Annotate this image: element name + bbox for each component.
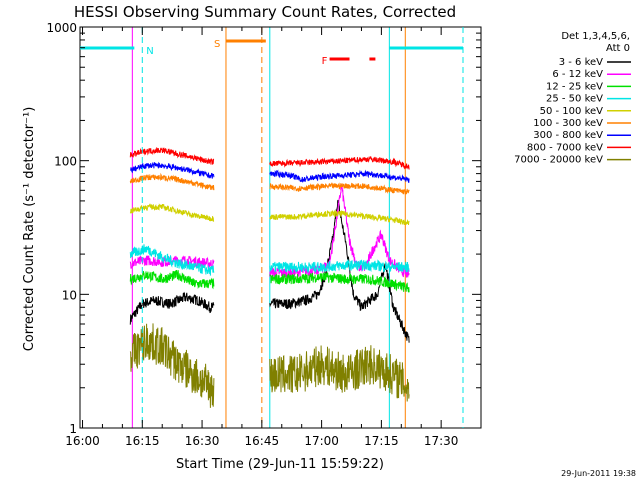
flag-label-f: F <box>322 56 328 67</box>
axes: 16:00 16:15 16:30 16:45 17:00 17:15 17:30 1 10 10… <box>46 21 481 448</box>
series-line <box>129 255 215 270</box>
x-axis-label: Start Time (29-Jun-11 15:59:22) <box>176 457 384 472</box>
x-tick-label: 17:00 <box>304 434 339 448</box>
plot-frame <box>79 26 482 429</box>
series-7 <box>129 146 410 170</box>
x-tick-label: 16:45 <box>245 434 280 448</box>
series-0 <box>129 199 410 343</box>
series-line <box>129 203 215 222</box>
series-line <box>269 182 410 195</box>
series-line <box>269 199 410 343</box>
series-line <box>129 244 215 276</box>
series-line <box>269 169 410 183</box>
y-axis-label: Corrected Count Rate (s⁻¹ detector⁻¹) <box>22 107 37 352</box>
series-line <box>269 345 410 402</box>
legend-entry-label: 800 - 7000 keV <box>527 142 603 153</box>
series-line <box>129 172 215 191</box>
legend-title: Att 0 <box>606 43 630 54</box>
legend-entry-label: 12 - 25 keV <box>546 81 603 92</box>
y-tick-label: 10 <box>62 288 77 302</box>
x-tick-label: 16:15 <box>125 434 160 448</box>
y-tick-label: 100 <box>54 155 77 169</box>
series-line <box>129 291 215 325</box>
legend-entry-label: 7000 - 20000 keV <box>514 155 603 166</box>
legend-entry-label: 300 - 800 keV <box>533 130 603 141</box>
legend-entry-label: 100 - 300 keV <box>533 118 603 129</box>
series-line <box>269 258 410 274</box>
series-6 <box>130 161 410 183</box>
legend-entry-label: 6 - 12 keV <box>552 69 603 80</box>
legend-entry-label: 25 - 50 keV <box>546 94 603 105</box>
legend-entry-label: 50 - 100 keV <box>540 106 604 117</box>
series-line <box>130 161 215 179</box>
x-tick-label: 16:00 <box>65 434 100 448</box>
x-tick-label: 17:15 <box>364 434 399 448</box>
series-line <box>269 156 410 170</box>
series-line <box>269 209 410 226</box>
flag-label-s: S <box>214 39 220 50</box>
y-tick-label: 1000 <box>46 21 77 35</box>
series-4 <box>129 203 410 226</box>
flag-label-n: N <box>146 46 153 57</box>
chart-title: HESSI Observing Summary Count Rates, Cor… <box>74 3 456 21</box>
series-line <box>129 323 215 408</box>
series-8 <box>129 323 410 408</box>
series-line <box>129 270 215 290</box>
series-2 <box>129 270 410 293</box>
flag-layer: N S F <box>80 27 464 428</box>
series-line <box>269 272 410 293</box>
x-tick-label: 16:30 <box>185 434 220 448</box>
series-3 <box>129 244 410 276</box>
x-tick-label: 17:30 <box>424 434 459 448</box>
y-tick-label: 1 <box>69 422 77 436</box>
plot-area <box>129 27 410 428</box>
series-5 <box>129 172 410 195</box>
legend-entry-label: 3 - 6 keV <box>559 57 603 68</box>
series-line <box>129 146 215 165</box>
legend-title: Det 1,3,4,5,6, <box>561 31 630 42</box>
timestamp: 29-Jun-2011 19:38 <box>561 469 636 478</box>
